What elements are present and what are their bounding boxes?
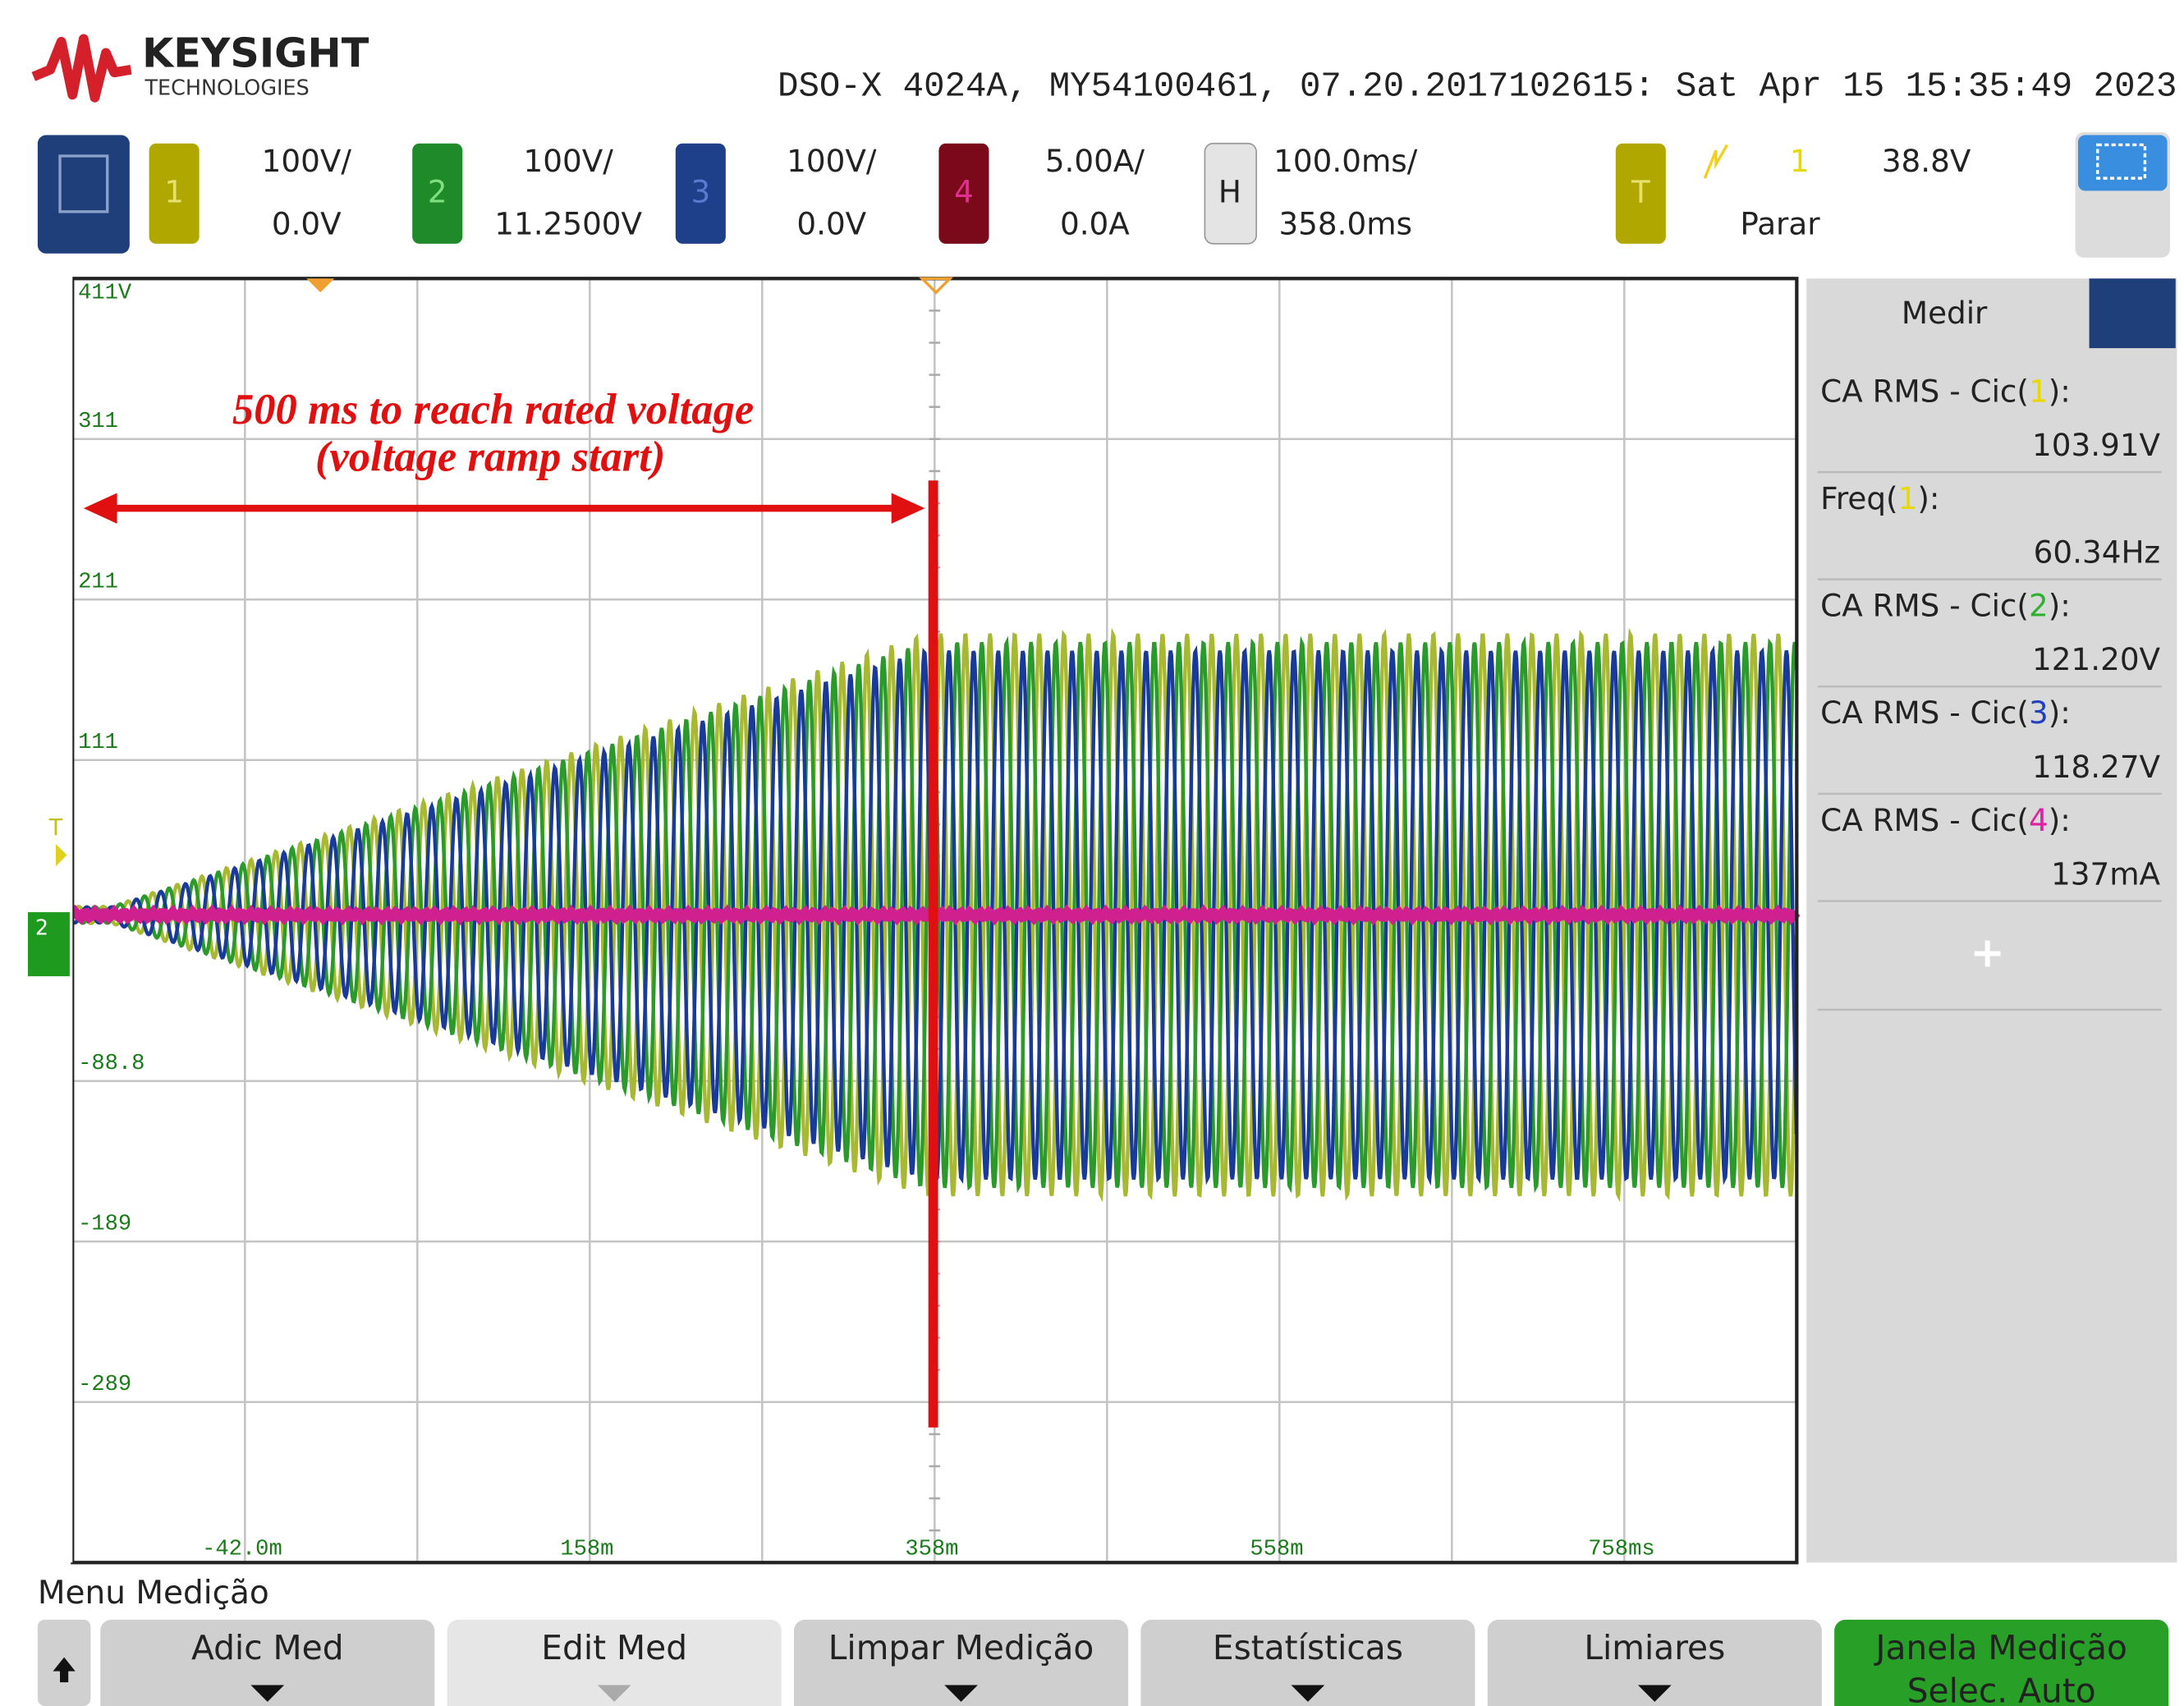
- menu-button-sublabel: Selec. Auto: [1907, 1672, 2096, 1706]
- x-axis-label: -42.0m: [202, 1536, 282, 1562]
- y-axis-label: -88.8: [78, 1051, 145, 1076]
- x-axis-label: 558m: [1250, 1536, 1303, 1562]
- menu-button-label: Adic Med: [191, 1628, 344, 1667]
- channel-offset: 0.0A: [1060, 205, 1130, 241]
- measure-suffix: ):: [2049, 587, 2071, 623]
- menu-button-label: Limiares: [1584, 1628, 1725, 1667]
- measure-label: Freq(1):: [1820, 479, 1939, 516]
- measure-value: 118.27V: [2032, 749, 2161, 785]
- measure-value: 121.20V: [2032, 641, 2161, 677]
- trigger-label: T: [1631, 173, 1650, 209]
- measure-title: Medir: [1902, 295, 1988, 331]
- channel-number: 1: [164, 173, 184, 209]
- annotation-line2: (voltage ramp start): [315, 433, 665, 481]
- trigger-mode: Parar: [1740, 205, 1820, 241]
- measure-label: CA RMS - Cic(2):: [1820, 587, 2071, 623]
- x-axis-label: 358m: [905, 1536, 958, 1562]
- menu-button-label: Estatísticas: [1213, 1628, 1403, 1667]
- channel-scale: 5.00A/: [1045, 143, 1145, 179]
- horizontal-position: 358.0ms: [1278, 205, 1412, 241]
- trigger-level: 38.8V: [1882, 143, 1971, 179]
- screenshot: KEYSIGHT TECHNOLOGIES DSO-X 4024A, MY541…: [0, 0, 2184, 1706]
- measure-channel: 2: [2029, 587, 2049, 623]
- brand: KEYSIGHT: [142, 29, 369, 76]
- measure-suffix: ):: [2049, 695, 2071, 731]
- measure-channel: 1: [2029, 373, 2049, 409]
- measure-channel: 3: [2029, 695, 2049, 731]
- measure-value: 137mA: [2051, 855, 2161, 892]
- y-axis-label: 311: [78, 409, 118, 434]
- measure-prefix: CA RMS - Cic(: [1820, 695, 2029, 731]
- x-axis-label: 758ms: [1588, 1536, 1654, 1562]
- y-axis-label: 411V: [78, 280, 132, 305]
- measure-prefix: Freq(: [1820, 479, 1897, 516]
- channel-scale: 100V/: [262, 143, 352, 179]
- channel-number: 4: [954, 173, 974, 209]
- menu-button-label: Limpar Medição: [828, 1628, 1094, 1667]
- measure-value: 103.91V: [2032, 427, 2161, 463]
- measure-suffix: ):: [2049, 373, 2071, 409]
- y-axis-label: -189: [78, 1211, 131, 1236]
- channel-scale: 100V/: [524, 143, 614, 179]
- measure-channel: 4: [2029, 801, 2049, 837]
- measure-channel: 1: [1898, 479, 1918, 516]
- menu-title: Menu Medição: [38, 1575, 269, 1612]
- annotation-line1: 500 ms to reach rated voltage: [232, 386, 754, 433]
- ground-marker: [28, 912, 70, 976]
- y-axis-label: -289: [78, 1372, 131, 1397]
- horizontal-label: H: [1218, 173, 1241, 209]
- measure-label: CA RMS - Cic(1):: [1820, 373, 2071, 409]
- menu-button-label: Janela Medição: [1873, 1628, 2127, 1667]
- measure-prefix: CA RMS - Cic(: [1820, 801, 2029, 837]
- menu-button-label: Edit Med: [541, 1628, 687, 1667]
- measure-label: CA RMS - Cic(3):: [1820, 695, 2071, 731]
- add-measurement[interactable]: +: [1970, 929, 2005, 977]
- channel-number: 3: [691, 173, 710, 209]
- trigger-source: 1: [1790, 143, 1810, 179]
- measure-prefix: CA RMS - Cic(: [1820, 587, 2029, 623]
- horizontal-scale: 100.0ms/: [1273, 143, 1418, 179]
- measure-suffix: ):: [2049, 801, 2071, 837]
- page: KEYSIGHT TECHNOLOGIES DSO-X 4024A, MY541…: [0, 0, 2184, 1706]
- y-axis-label: 111: [78, 730, 118, 755]
- trigger-level-marker: T: [48, 815, 63, 841]
- channel-scale: 100V/: [787, 143, 877, 179]
- measure-label: CA RMS - Cic(4):: [1820, 801, 2071, 837]
- instrument-info: DSO-X 4024A, MY54100461, 07.20.201710261…: [778, 66, 2177, 106]
- x-axis-label: 158m: [560, 1536, 613, 1562]
- measure-suffix: ):: [1917, 479, 1939, 516]
- measure-prefix: CA RMS - Cic(: [1820, 373, 2029, 409]
- measure-tab[interactable]: [2090, 278, 2176, 348]
- ground-marker-label: 2: [35, 915, 48, 939]
- channel-offset: 0.0V: [796, 205, 866, 241]
- channel-number: 2: [428, 173, 447, 209]
- channel-offset: 11.2500V: [494, 205, 642, 241]
- measure-value: 60.34Hz: [2034, 534, 2160, 571]
- channel-offset: 0.0V: [272, 205, 342, 241]
- zoom-icon-top: [2078, 135, 2168, 191]
- menu-icon[interactable]: [38, 135, 130, 254]
- y-axis-label: 211: [78, 569, 118, 594]
- brand-sub: TECHNOLOGIES: [144, 76, 309, 100]
